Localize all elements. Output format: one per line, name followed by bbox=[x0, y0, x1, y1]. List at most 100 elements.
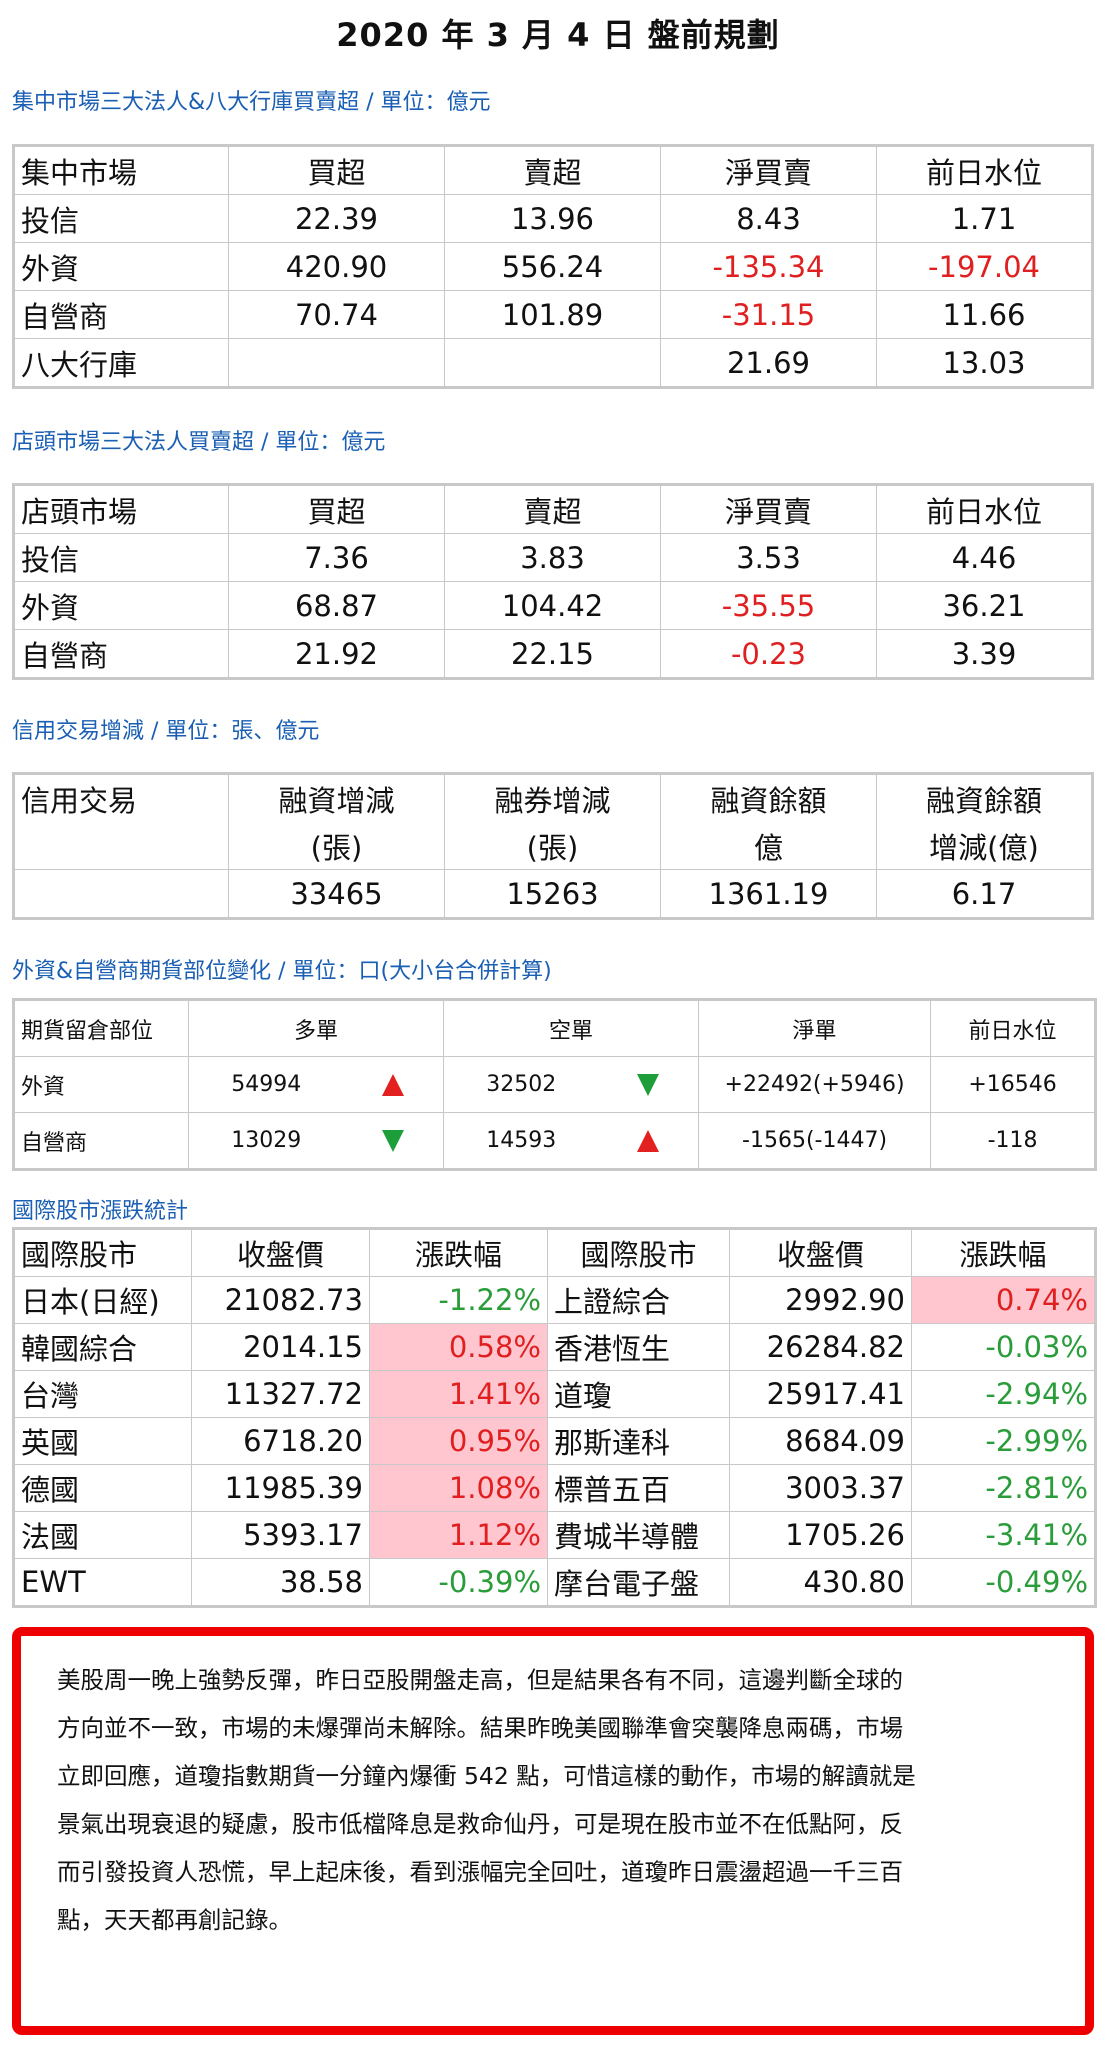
arrow-down-icon bbox=[598, 1056, 700, 1113]
column-header: 國際股市 bbox=[547, 1228, 730, 1277]
column-header: 買超 bbox=[228, 145, 445, 195]
arrow-up-icon bbox=[598, 1112, 700, 1170]
close-price: 25917.41 bbox=[729, 1370, 912, 1418]
value-cell: 3.39 bbox=[876, 629, 1093, 679]
market-name: 摩台電子盤 bbox=[547, 1558, 730, 1607]
change-percent: -1.22% bbox=[369, 1276, 548, 1324]
value-cell: 13029 bbox=[188, 1112, 344, 1170]
market-name: 那斯達科 bbox=[547, 1417, 730, 1465]
close-price: 6718.20 bbox=[191, 1417, 370, 1465]
table-row: 外資 68.87 104.42 -35.55 36.21 bbox=[13, 581, 1093, 630]
change-percent: 1.41% bbox=[369, 1370, 548, 1418]
value-cell: 556.24 bbox=[444, 242, 661, 291]
value-cell: 1.71 bbox=[876, 194, 1093, 243]
table-header-row: 集中市場 買超 賣超 淨買賣 前日水位 bbox=[13, 145, 1093, 195]
column-header: 信用交易 bbox=[13, 773, 229, 822]
column-header: 淨買賣 bbox=[660, 145, 877, 195]
close-price: 2014.15 bbox=[191, 1323, 370, 1371]
table-row: 自營商 21.92 22.15 -0.23 3.39 bbox=[13, 629, 1093, 679]
column-header: 淨單 bbox=[698, 999, 932, 1057]
row-label: 八大行庫 bbox=[13, 338, 229, 388]
change-percent: -2.99% bbox=[911, 1417, 1096, 1465]
commentary-text: 美股周一晚上強勢反彈，昨日亞股開盤走高，但是結果各有不同，這邊判斷全球的 方向並… bbox=[57, 1666, 916, 1934]
change-percent: -0.03% bbox=[911, 1323, 1096, 1371]
value-cell: 13.96 bbox=[444, 194, 661, 243]
table-row: 投信 22.39 13.96 8.43 1.71 bbox=[13, 194, 1093, 243]
change-percent: 0.58% bbox=[369, 1323, 548, 1371]
table-header-row: 國際股市 收盤價 漲跌幅 國際股市 收盤價 漲跌幅 bbox=[13, 1228, 1096, 1277]
value-cell: 6.17 bbox=[876, 869, 1093, 919]
value-cell: 4.46 bbox=[876, 533, 1093, 582]
table-row: 德國 11985.39 1.08% 標普五百 3003.37 -2.81% bbox=[13, 1464, 1096, 1512]
row-label: 自營商 bbox=[13, 290, 229, 339]
close-price: 5393.17 bbox=[191, 1511, 370, 1559]
listed-institutional-table: 集中市場 買超 賣超 淨買賣 前日水位 投信 22.39 13.96 8.43 1.71 外資 420… bbox=[12, 144, 1094, 389]
close-price: 1705.26 bbox=[729, 1511, 912, 1559]
change-percent: 1.08% bbox=[369, 1464, 548, 1512]
value-cell: 101.89 bbox=[444, 290, 661, 339]
value-cell: 3.83 bbox=[444, 533, 661, 582]
value-cell: 22.39 bbox=[228, 194, 445, 243]
value-cell: -0.23 bbox=[660, 629, 877, 679]
close-price: 11327.72 bbox=[191, 1370, 370, 1418]
futures-positions-table: 期貨留倉部位 多單 空單 淨單 前日水位 外資 54994 32502 +22492(+5946… bbox=[12, 998, 1098, 1171]
column-header: 店頭市場 bbox=[13, 484, 229, 534]
market-name: 上證綜合 bbox=[547, 1276, 730, 1324]
value-cell: 1361.19 bbox=[660, 869, 877, 919]
otc-institutional-table: 店頭市場 買超 賣超 淨買賣 前日水位 投信 7.36 3.83 3.53 4.46 外資 68.87… bbox=[12, 483, 1094, 680]
table-header-row: 信用交易 融資增減 融券增減 融資餘額 融資餘額 bbox=[13, 773, 1093, 822]
row-label: 投信 bbox=[13, 194, 229, 243]
row-label: 外資 bbox=[13, 242, 229, 291]
value-cell: 32502 bbox=[443, 1056, 599, 1113]
table-row: 自營商 13029 14593 -1565(-1447) -118 bbox=[13, 1112, 1097, 1170]
page-title: 2020 年 3 月 4 日 盤前規劃 bbox=[336, 16, 780, 54]
column-header: 融資餘額 bbox=[876, 773, 1093, 822]
market-name: 香港恆生 bbox=[547, 1323, 730, 1371]
value-cell bbox=[444, 338, 661, 388]
column-header: 前日水位 bbox=[876, 145, 1093, 195]
table-row: 日本(日經) 21082.73 -1.22% 上證綜合 2992.90 0.74% bbox=[13, 1276, 1096, 1324]
row-label: 自營商 bbox=[13, 1112, 189, 1170]
arrow-down-icon bbox=[343, 1112, 445, 1170]
section-title-intl-markets: 國際股市漲跌統計 bbox=[12, 1199, 189, 1224]
row-label: 外資 bbox=[13, 581, 229, 630]
column-header: 買超 bbox=[228, 484, 445, 534]
column-header: 漲跌幅 bbox=[911, 1228, 1096, 1277]
section-title-margin-trading: 信用交易增減 / 單位：張、億元 bbox=[12, 719, 320, 744]
column-header: 融券增減 bbox=[444, 773, 661, 822]
arrow-up-icon bbox=[343, 1056, 445, 1113]
value-cell: 33465 bbox=[228, 869, 445, 919]
value-cell: 54994 bbox=[188, 1056, 344, 1113]
column-header: 淨買賣 bbox=[660, 484, 877, 534]
table-row: 投信 7.36 3.83 3.53 4.46 bbox=[13, 533, 1093, 582]
row-label: 外資 bbox=[13, 1056, 189, 1113]
value-cell: +22492(+5946) bbox=[698, 1056, 932, 1113]
market-name: 標普五百 bbox=[547, 1464, 730, 1512]
value-cell: -118 bbox=[930, 1112, 1097, 1170]
value-cell: +16546 bbox=[930, 1056, 1097, 1113]
market-name: 道瓊 bbox=[547, 1370, 730, 1418]
market-name: 台灣 bbox=[13, 1370, 192, 1418]
change-percent: -2.81% bbox=[911, 1464, 1096, 1512]
close-price: 26284.82 bbox=[729, 1323, 912, 1371]
value-cell: 15263 bbox=[444, 869, 661, 919]
value-cell: 13.03 bbox=[876, 338, 1093, 388]
value-cell bbox=[228, 338, 445, 388]
value-cell: -35.55 bbox=[660, 581, 877, 630]
column-header: 前日水位 bbox=[876, 484, 1093, 534]
value-cell: 68.87 bbox=[228, 581, 445, 630]
change-percent: 0.95% bbox=[369, 1417, 548, 1465]
table-row: 英國 6718.20 0.95% 那斯達科 8684.09 -2.99% bbox=[13, 1417, 1096, 1465]
change-percent: -0.39% bbox=[369, 1558, 548, 1607]
market-name: EWT bbox=[13, 1558, 192, 1607]
value-cell: 11.66 bbox=[876, 290, 1093, 339]
value-cell: 70.74 bbox=[228, 290, 445, 339]
value-cell: 36.21 bbox=[876, 581, 1093, 630]
value-cell bbox=[13, 869, 229, 919]
value-cell: -135.34 bbox=[660, 242, 877, 291]
margin-trading-table: 信用交易 融資增減 融券增減 融資餘額 融資餘額 (張) (張) 億增減(億) 33465 152… bbox=[12, 772, 1094, 920]
market-name: 法國 bbox=[13, 1511, 192, 1559]
value-cell: 22.15 bbox=[444, 629, 661, 679]
table-header-row: 期貨留倉部位 多單 空單 淨單 前日水位 bbox=[13, 999, 1097, 1057]
table-header-row: (張) (張) 億增減(億) bbox=[13, 822, 1093, 870]
